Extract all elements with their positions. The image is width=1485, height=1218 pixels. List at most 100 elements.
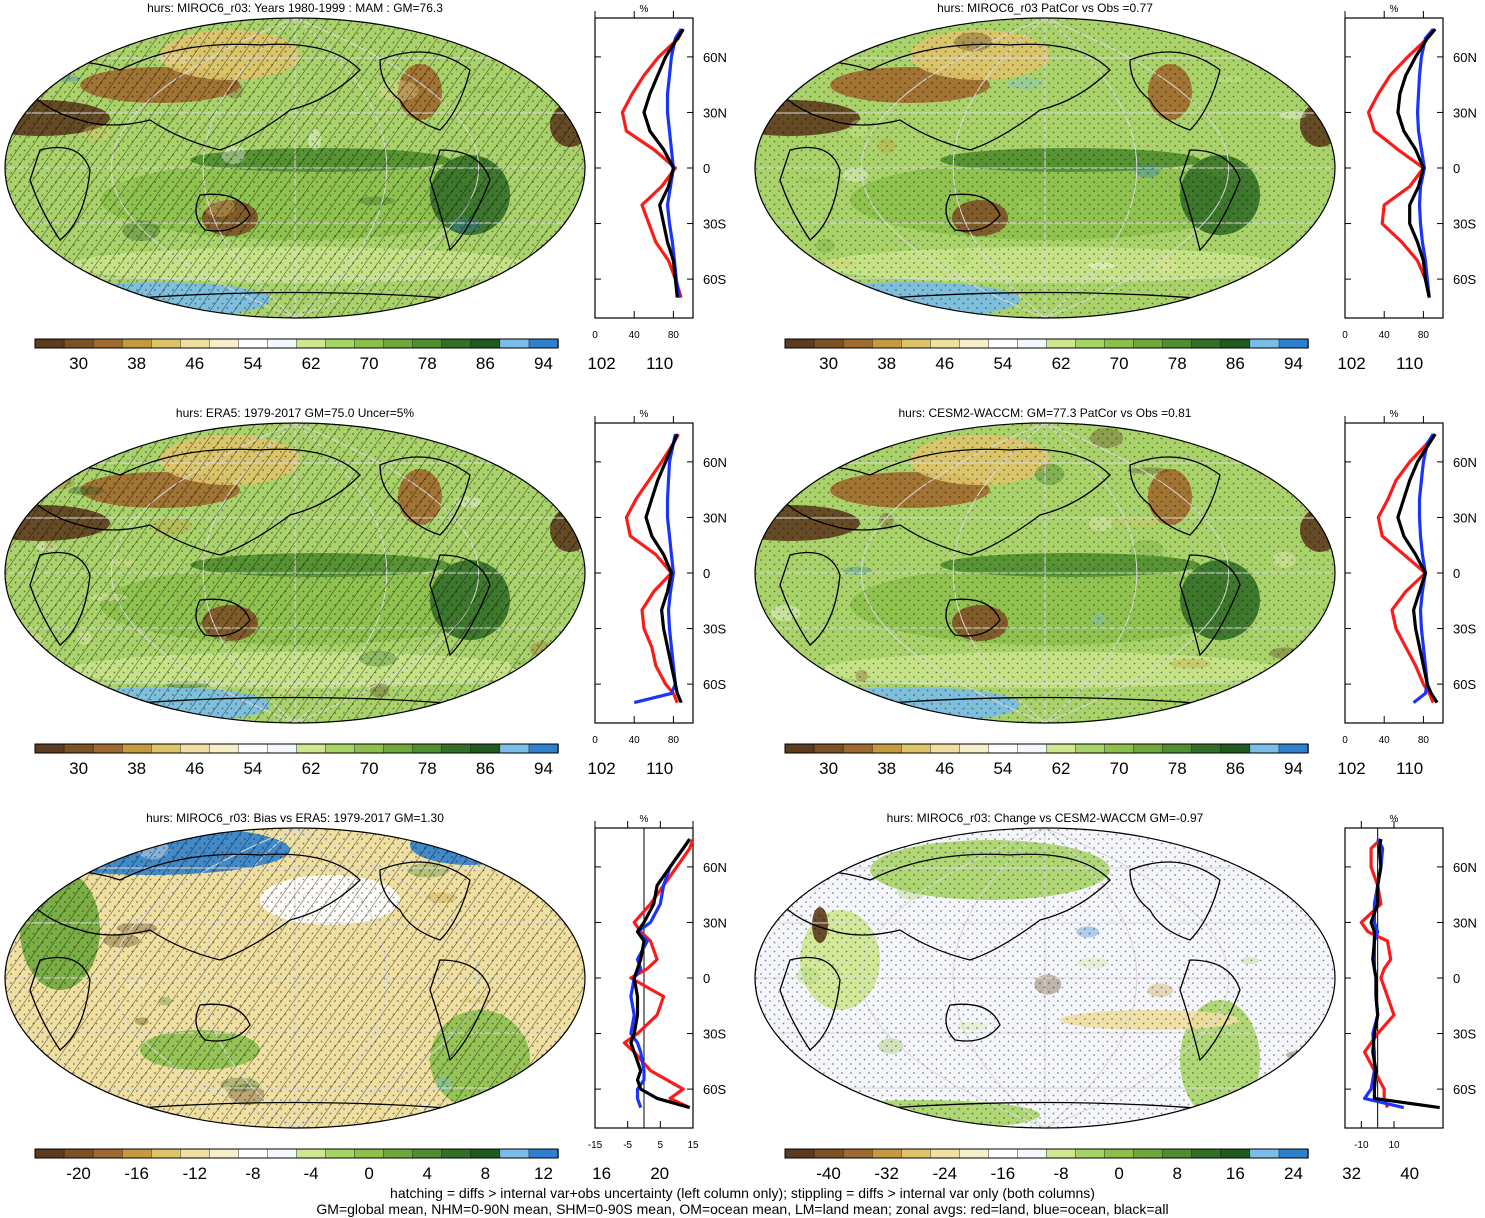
colorbar: 30 38 46 54 62 70 78 86 94 102 110 — [784, 338, 1423, 373]
colorbar-cell — [34, 743, 65, 754]
colorbar-cell — [813, 743, 844, 754]
colorbar-cell — [1017, 1148, 1048, 1159]
colorbar-tick-label: 110 — [1396, 759, 1423, 778]
colorbar-cell — [1278, 743, 1309, 754]
colorbar-cell — [296, 338, 327, 349]
colorbar-cell — [238, 743, 269, 754]
zonal-plot: % 60N 30N 0 30S 60S 0 40 80 — [1342, 4, 1477, 341]
zonal-lat-label: 60S — [703, 272, 726, 287]
colorbar-tick-label: -12 — [183, 1164, 208, 1183]
colorbar-frame — [784, 338, 1309, 349]
zonal-lat-label: 60S — [1453, 272, 1476, 287]
map-title: hurs: MIROC6_r03: Change vs CESM2-WACCM … — [887, 811, 1204, 825]
colorbar-cell — [209, 338, 240, 349]
field-region — [30, 1080, 90, 1120]
colorbar-tick-label: 46 — [935, 759, 954, 778]
colorbar-tick-label: 38 — [127, 759, 146, 778]
zonal-plot: % 60N 30N 0 30S 60S 0 40 80 — [1342, 409, 1477, 746]
colorbar-cell — [1249, 338, 1280, 349]
colorbar-cell — [813, 1148, 844, 1159]
colorbar-tick-label: 62 — [1052, 354, 1071, 373]
field-patch — [867, 425, 902, 447]
colorbar-cell — [784, 743, 815, 754]
zonal-lat-label: 60S — [1453, 677, 1476, 692]
colorbar-cell — [267, 1148, 298, 1159]
colorbar-cell — [1278, 338, 1309, 349]
colorbar-cell — [1249, 1148, 1280, 1159]
colorbar-tick-label: 30 — [69, 354, 88, 373]
colorbar-tick-label: 102 — [587, 759, 615, 778]
colorbar-cell — [1075, 338, 1106, 349]
colorbar-cell — [1046, 338, 1077, 349]
colorbar-cell — [930, 1148, 961, 1159]
footer-hatching-note: hatching = diffs > internal var+obs unce… — [390, 1185, 1095, 1201]
colorbar-tick-label: 78 — [1168, 354, 1187, 373]
stippling — [755, 18, 1335, 318]
zonal-lat-label: 60N — [703, 860, 727, 875]
colorbar-tick-label: 54 — [993, 759, 1012, 778]
zonal-lat-label: 30S — [1453, 1027, 1476, 1042]
colorbar-cell — [1133, 1148, 1164, 1159]
zonal-x-label: 80 — [1418, 330, 1430, 341]
zonal-lat-label: 30S — [1453, 217, 1476, 232]
zonal-lat-label: 60S — [1453, 1082, 1476, 1097]
colorbar-cell — [813, 338, 844, 349]
colorbar-tick-label: 62 — [302, 354, 321, 373]
colorbar-cell — [441, 1148, 472, 1159]
stippling — [5, 18, 585, 318]
colorbar-tick-label: -8 — [1053, 1164, 1068, 1183]
map-title: hurs: MIROC6_r03: Bias vs ERA5: 1979-201… — [146, 811, 444, 825]
colorbar-cell — [470, 1148, 501, 1159]
colorbar-tick-label: -32 — [874, 1164, 899, 1183]
zonal-x-label: 40 — [1379, 735, 1391, 746]
colorbar-tick-label: -4 — [303, 1164, 318, 1183]
colorbar-cell — [842, 1148, 873, 1159]
colorbar-cell — [92, 743, 123, 754]
colorbar-tick-label: 30 — [69, 759, 88, 778]
zonal-unit: % — [640, 409, 649, 420]
zonal-series-line — [629, 838, 692, 1110]
zonal-lat-label: 0 — [703, 566, 710, 581]
colorbar-tick-label: 32 — [1342, 1164, 1361, 1183]
colorbar-tick-label: 46 — [185, 354, 204, 373]
colorbar-tick-label: 54 — [243, 759, 262, 778]
zonal-x-label: 0 — [1342, 735, 1348, 746]
zonal-frame — [1344, 422, 1444, 724]
colorbar-cell — [499, 338, 530, 349]
colorbar-tick-label: 16 — [592, 1164, 611, 1183]
colorbar-cell — [354, 338, 385, 349]
field-patch — [786, 832, 818, 849]
zonal-lat-label: 60N — [1453, 455, 1477, 470]
colorbar-tick-label: 20 — [650, 1164, 669, 1183]
colorbar-frame — [34, 743, 559, 754]
map-outline — [4, 827, 586, 1129]
colorbar-cell — [267, 338, 298, 349]
map-outline — [754, 827, 1336, 1129]
colorbar-cell — [901, 743, 931, 754]
colorbar-tick-label: 30 — [819, 759, 838, 778]
colorbar-cell — [296, 1148, 327, 1159]
colorbar-tick-label: 78 — [1168, 759, 1187, 778]
zonal-lat-label: 60N — [703, 50, 727, 65]
zonal-x-label: -15 — [588, 1140, 603, 1151]
zonal-x-label: 0 — [592, 330, 598, 341]
map-title: hurs: MIROC6_r03 PatCor vs Obs =0.77 — [937, 1, 1153, 15]
map-title: hurs: ERA5: 1979-2017 GM=75.0 Uncer=5% — [176, 406, 414, 420]
colorbar-cell — [871, 1148, 902, 1159]
colorbar-cell — [1075, 743, 1106, 754]
zonal-plot: % 60N 30N 0 30S 60S -10 10 — [1344, 814, 1477, 1151]
colorbar-cell — [92, 1148, 123, 1159]
zonal-series-line — [620, 28, 685, 299]
stippling — [5, 423, 585, 723]
colorbar-tick-label: 110 — [1396, 354, 1423, 373]
colorbar-tick-label: 94 — [534, 354, 553, 373]
colorbar-tick-label: 94 — [1284, 354, 1303, 373]
zonal-plot: % 60N 30N 0 30S 60S 0 40 80 — [592, 4, 727, 341]
zonal-frame — [1344, 827, 1444, 1129]
colorbar-tick-label: 70 — [1110, 354, 1129, 373]
panel-5: hurs: MIROC6_r03: Bias vs ERA5: 1979-201… — [4, 811, 727, 1183]
colorbar-cell — [151, 338, 181, 349]
map-title: hurs: CESM2-WACCM: GM=77.3 PatCor vs Obs… — [899, 406, 1192, 420]
map-outline — [754, 422, 1336, 724]
zonal-lat-label: 30N — [1453, 915, 1477, 930]
